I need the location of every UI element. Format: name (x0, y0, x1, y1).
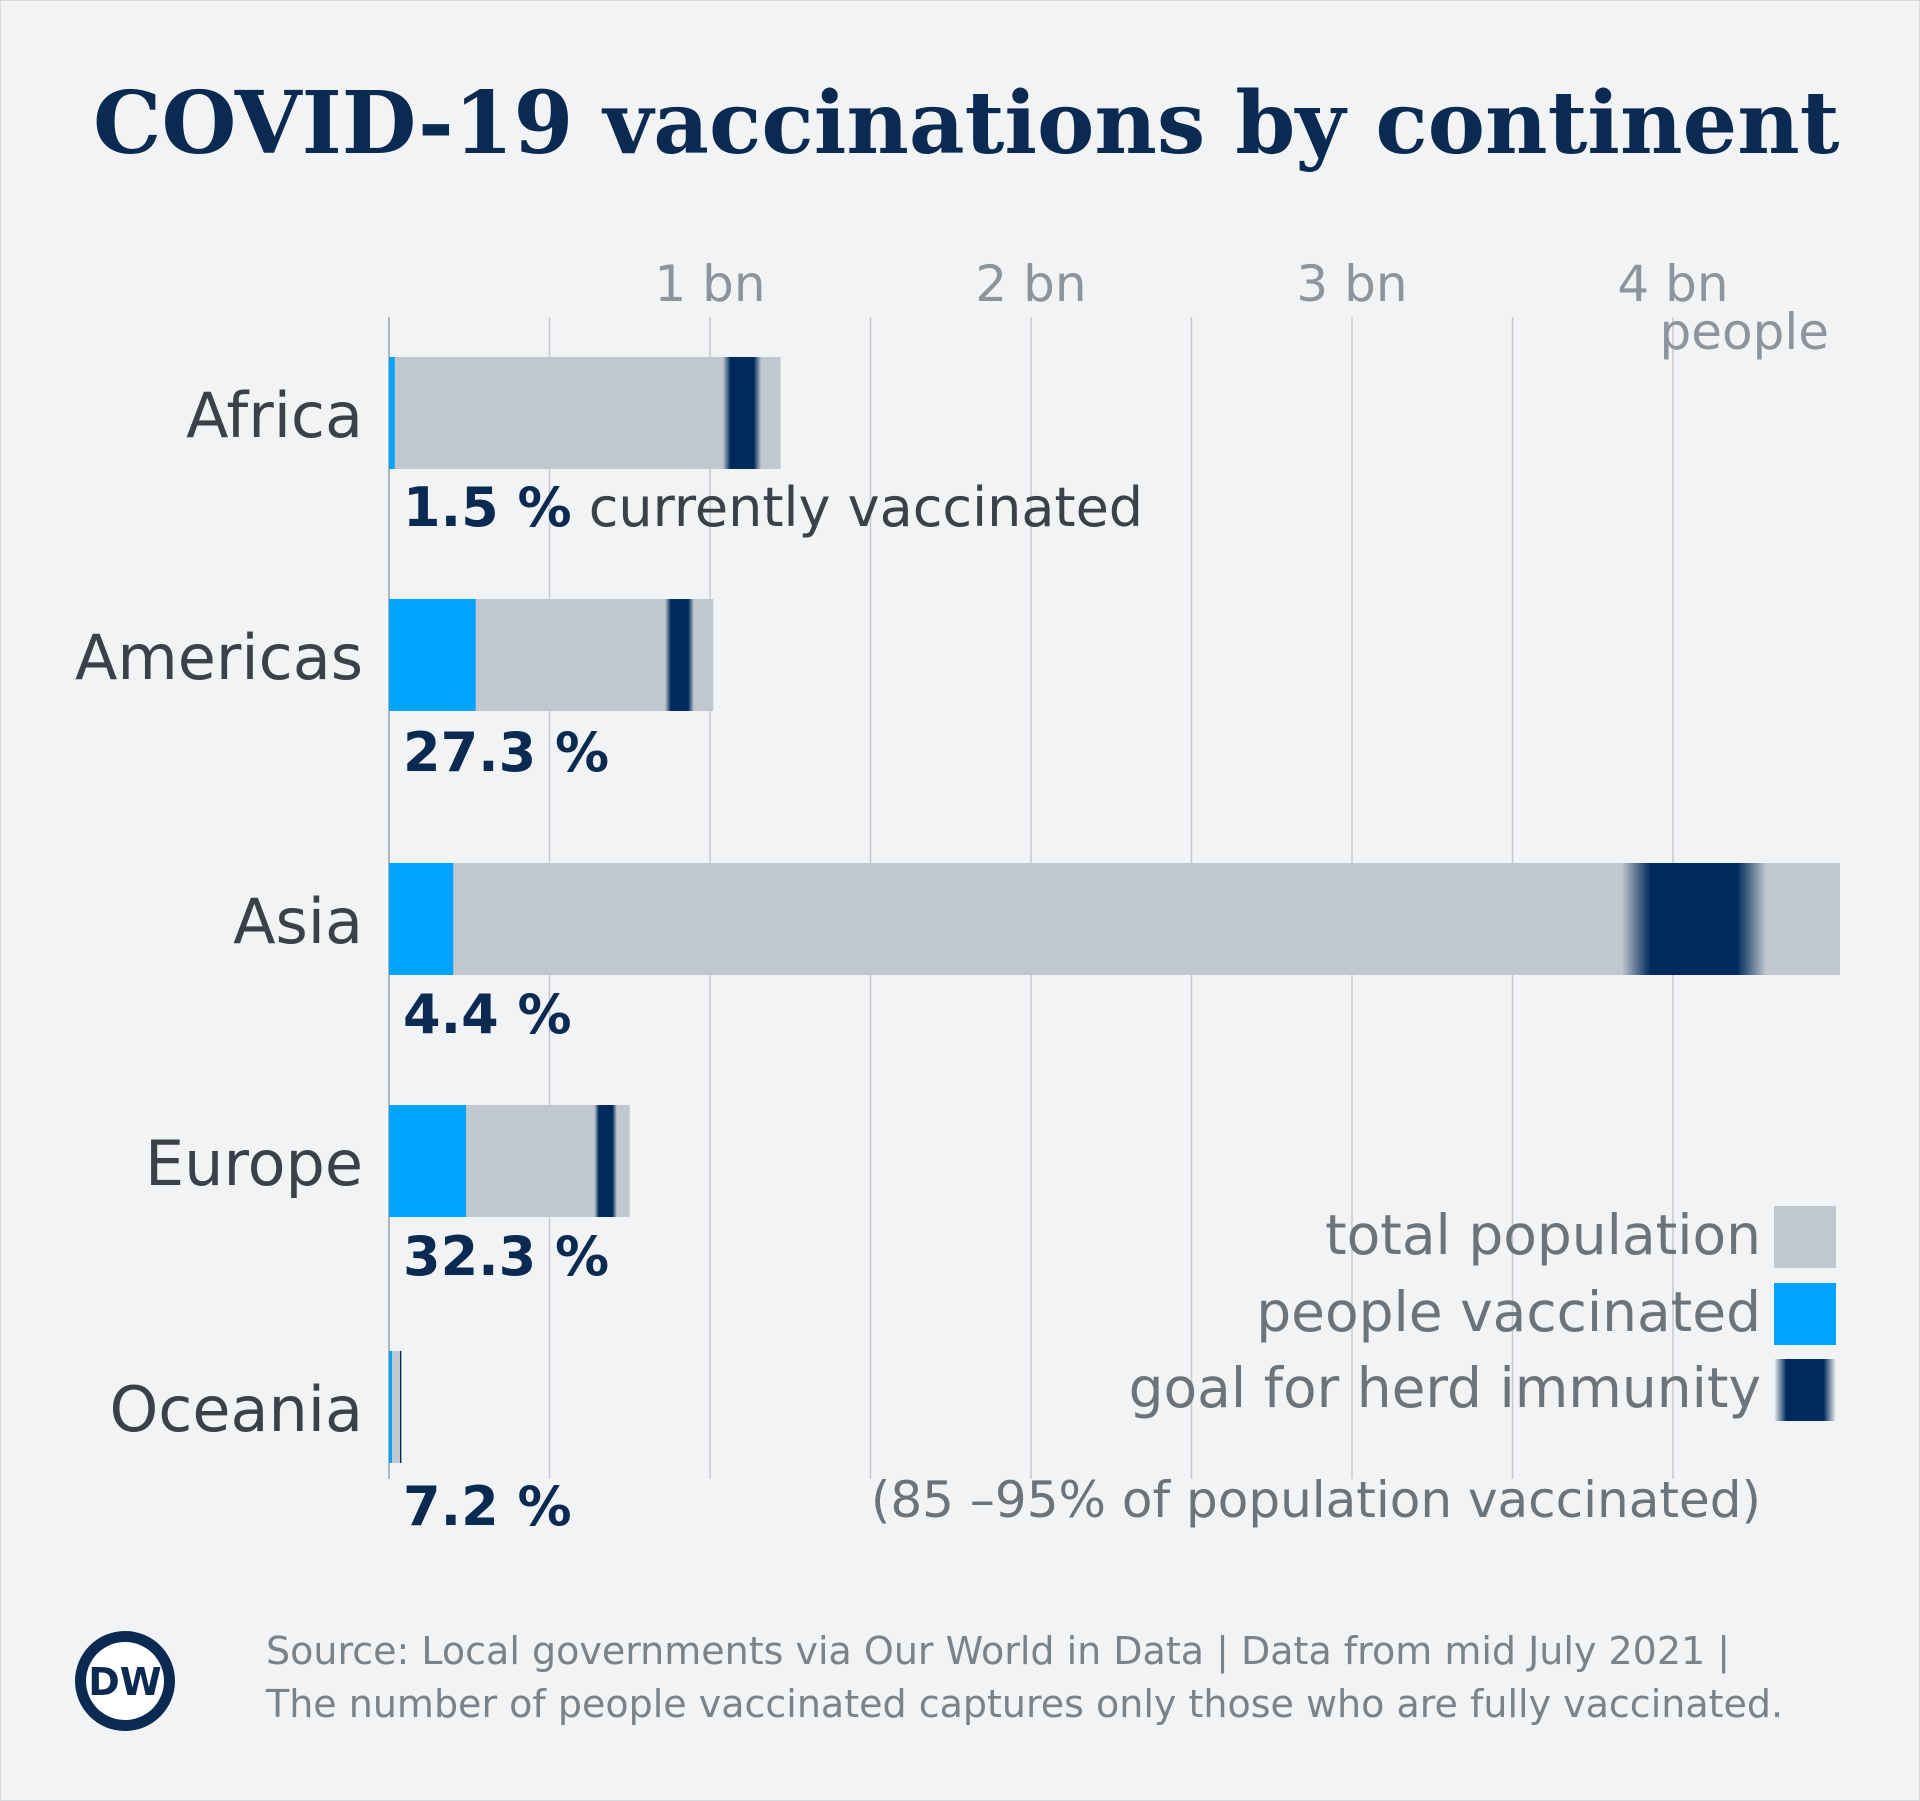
source-line-2: The number of people vaccinated captures… (265, 1682, 1783, 1726)
bar-people-vaccinated (389, 1105, 467, 1217)
bar-people-vaccinated (389, 1351, 392, 1463)
bar-people-vaccinated (389, 863, 454, 975)
percent-value: 4.4 % (403, 983, 572, 1046)
category-label: Europe (145, 1127, 363, 1200)
legend-item-goal: goal for herd immunity (1129, 1356, 1836, 1421)
percent-vaccinated-label: 1.5 % currently vaccinated (403, 476, 1143, 539)
percent-vaccinated-label: 27.3 % (403, 721, 609, 784)
percent-vaccinated-label: 4.4 % (403, 983, 572, 1046)
x-tick-label: 1 bn (654, 255, 765, 313)
bar-group-americas: Americas 27.3 % (75, 599, 714, 784)
legend: total population people vaccinated goal fo… (1129, 1203, 1836, 1421)
legend-item-vaccinated: people vaccinated (1256, 1280, 1836, 1345)
legend-swatch (1774, 1283, 1836, 1345)
bar-people-vaccinated (389, 357, 395, 469)
percent-value: 7.2 % (403, 1475, 572, 1538)
dw-logo-inner (86, 1642, 164, 1720)
bar-total-population (389, 863, 1840, 975)
x-tick-label: 3 bn (1296, 255, 1407, 313)
legend-label: total population (1325, 1203, 1761, 1267)
bars: Africa 1.5 % currently vaccinated Americas… (75, 357, 1840, 1538)
source-line-1: Source: Local governments via Our World … (266, 1629, 1730, 1674)
category-label: Americas (75, 621, 363, 694)
legend-label: goal for herd immunity (1129, 1356, 1761, 1420)
percent-vaccinated-label: 7.2 % (403, 1475, 572, 1538)
bar-herd-immunity-goal (594, 1105, 617, 1217)
x-tick-label: 2 bn (975, 255, 1086, 313)
category-label: Asia (233, 885, 363, 958)
x-tick-label: 4 bn (1617, 255, 1728, 313)
dw-logo: DW (75, 1631, 175, 1731)
legend-label: people vaccinated (1256, 1280, 1761, 1344)
legend-swatch (1774, 1359, 1836, 1421)
bar-herd-immunity-goal (665, 599, 694, 711)
legend-item-population: total population (1325, 1203, 1836, 1268)
bar-people-vaccinated (389, 599, 476, 711)
percent-value: 27.3 % (403, 721, 609, 784)
category-label: Africa (186, 379, 363, 452)
percent-value: 1.5 % (403, 476, 572, 539)
bar-herd-immunity-goal (1621, 863, 1767, 975)
percent-note: currently vaccinated (572, 476, 1144, 539)
chart-title: COVID-19 vaccinations by continent (93, 73, 1840, 174)
bar-total-population (389, 1351, 402, 1463)
category-label: Oceania (109, 1373, 363, 1446)
x-unit-label: people (1660, 303, 1829, 361)
dw-logo-text: DW (88, 1660, 161, 1704)
bar-group-africa: Africa 1.5 % currently vaccinated (186, 357, 1143, 539)
bar-herd-immunity-goal (399, 1351, 402, 1463)
legend-note: (85 –95% of population vaccinated) (871, 1471, 1761, 1529)
percent-vaccinated-label: 32.3 % (403, 1225, 609, 1288)
bar-group-asia: Asia 4.4 % (233, 863, 1840, 1046)
bar-herd-immunity-goal (722, 357, 762, 469)
legend-swatch (1774, 1206, 1836, 1268)
percent-value: 32.3 % (403, 1225, 609, 1288)
bar-group-oceania: Oceania 7.2 % (109, 1351, 572, 1538)
bar-total-population (389, 357, 781, 469)
x-tick-labels: 1 bn 2 bn 3 bn 4 bn (654, 255, 1728, 313)
bar-group-europe: Europe 32.3 % (145, 1105, 630, 1288)
